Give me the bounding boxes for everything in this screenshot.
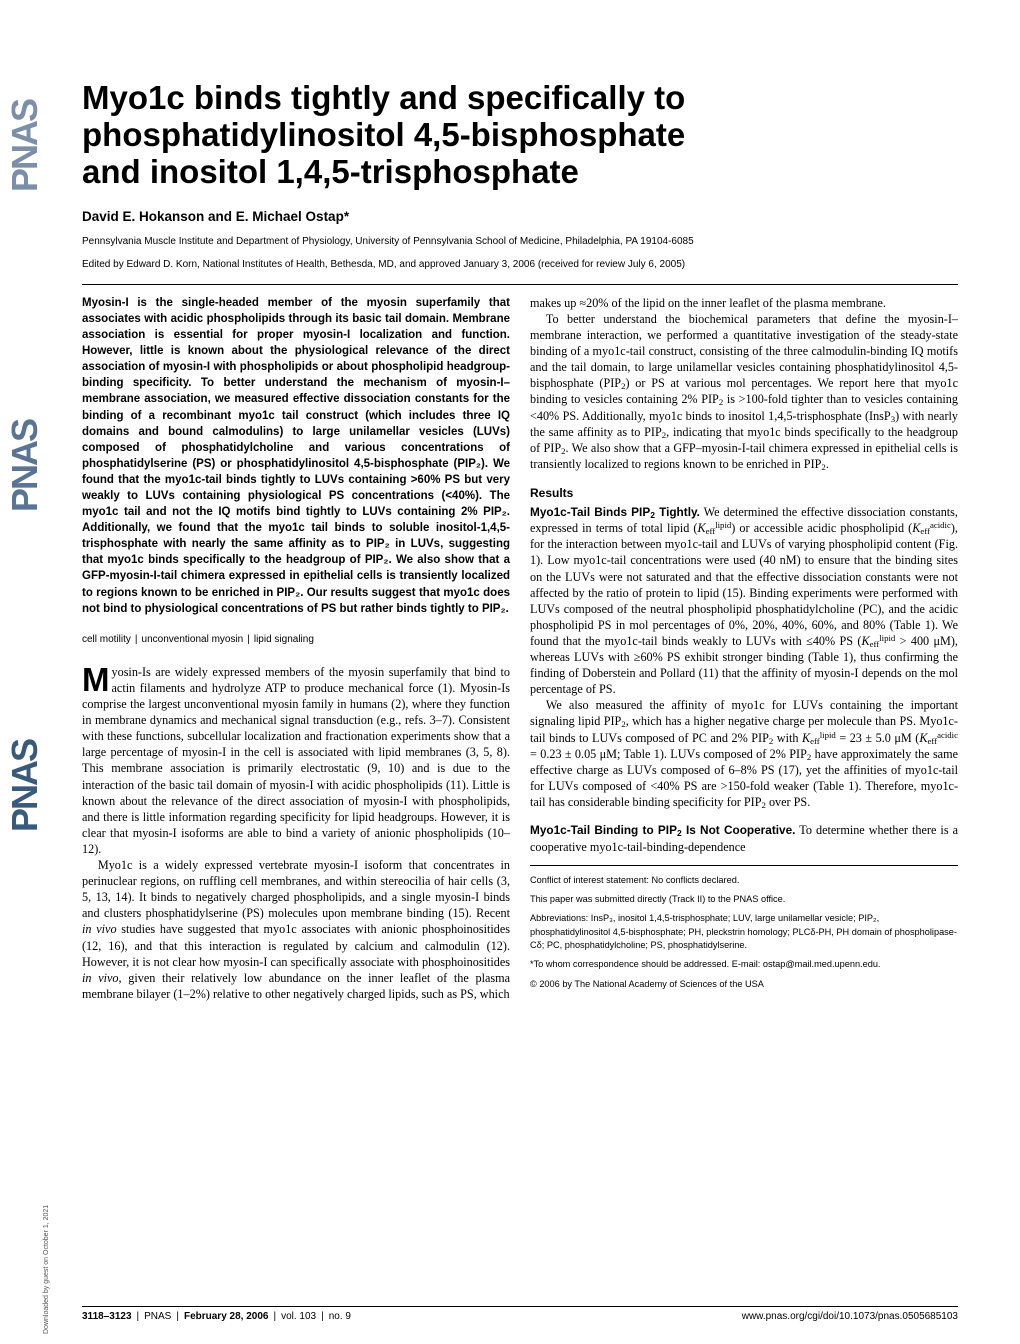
abstract: Myosin-I is the single-headed member of …: [82, 295, 510, 617]
intro-text: yosin-Is are widely expressed members of…: [82, 665, 510, 856]
pnas-logo: PNAS: [4, 100, 46, 192]
intro-paragraph: Myosin-Is are widely expressed members o…: [82, 664, 510, 857]
footer-vol: vol. 103: [281, 1311, 316, 1322]
footer-date: February 28, 2006: [184, 1311, 269, 1322]
continuation-paragraph: makes up ≈20% of the lipid on the inner …: [530, 295, 958, 311]
title-line: phosphatidylinositol 4,5-bisphosphate: [82, 116, 685, 153]
run-in-heading: Myo1c-Tail Binds PIP2 Tightly.: [530, 505, 700, 519]
pnas-sidebar: PNAS PNAS PNAS: [0, 0, 44, 1344]
right-column: makes up ≈20% of the lipid on the inner …: [530, 295, 958, 1002]
footer-pnas: PNAS: [144, 1311, 171, 1322]
keyword: unconventional myosin: [142, 634, 244, 645]
pnas-logo: PNAS: [4, 740, 46, 832]
footnote-conflict: Conflict of interest statement: No confl…: [530, 874, 958, 887]
results-paragraph: Myo1c-Tail Binds PIP2 Tightly. We determ…: [530, 504, 958, 698]
page-content: Myo1c binds tightly and specifically to …: [82, 80, 958, 1002]
keyword: cell motility: [82, 634, 131, 645]
divider: [82, 284, 958, 285]
title-line: Myo1c binds tightly and specifically to: [82, 79, 685, 116]
footer-url: www.pnas.org/cgi/doi/10.1073/pnas.050568…: [742, 1311, 958, 1322]
footnote-abbrev: Abbreviations: InsP₃, inositol 1,4,5-tri…: [530, 912, 958, 952]
pnas-logo: PNAS: [4, 420, 46, 512]
footnote-track: This paper was submitted directly (Track…: [530, 893, 958, 906]
results-paragraph: Myo1c-Tail Binding to PIP2 Is Not Cooper…: [530, 822, 958, 855]
download-note: Downloaded by guest on October 1, 2021: [43, 1205, 50, 1334]
footer-no: no. 9: [329, 1311, 351, 1322]
footer-left: 3118–3123|PNAS|February 28, 2006|vol. 10…: [82, 1311, 351, 1322]
left-column: Myosin-I is the single-headed member of …: [82, 295, 510, 1002]
footer-pages: 3118–3123: [82, 1311, 132, 1322]
footnote-copyright: © 2006 by The National Academy of Scienc…: [530, 978, 958, 991]
section-heading: Results: [530, 486, 958, 502]
footnote-correspond: *To whom correspondence should be addres…: [530, 958, 958, 971]
title-line: and inositol 1,4,5-trisphosphate: [82, 153, 579, 190]
keyword: lipid signaling: [254, 634, 314, 645]
keywords: cell motility|unconventional myosin|lipi…: [82, 633, 510, 646]
authors: David E. Hokanson and E. Michael Ostap*: [82, 209, 958, 224]
footnotes: Conflict of interest statement: No confl…: [530, 865, 958, 991]
results-paragraph: We also measured the affinity of myo1c f…: [530, 697, 958, 810]
page-footer: 3118–3123|PNAS|February 28, 2006|vol. 10…: [82, 1306, 958, 1322]
run-in-heading: Myo1c-Tail Binding to PIP2 Is Not Cooper…: [530, 823, 795, 837]
two-column-layout: Myosin-I is the single-headed member of …: [82, 295, 958, 1002]
article-title: Myo1c binds tightly and specifically to …: [82, 80, 958, 191]
body-paragraph: To better understand the biochemical par…: [530, 311, 958, 472]
affiliation: Pennsylvania Muscle Institute and Depart…: [82, 236, 958, 247]
dropcap: M: [82, 664, 112, 694]
intro-paragraph: Myo1c is a widely expressed vertebrate m…: [82, 857, 510, 1002]
edited-by: Edited by Edward D. Korn, National Insti…: [82, 259, 958, 270]
